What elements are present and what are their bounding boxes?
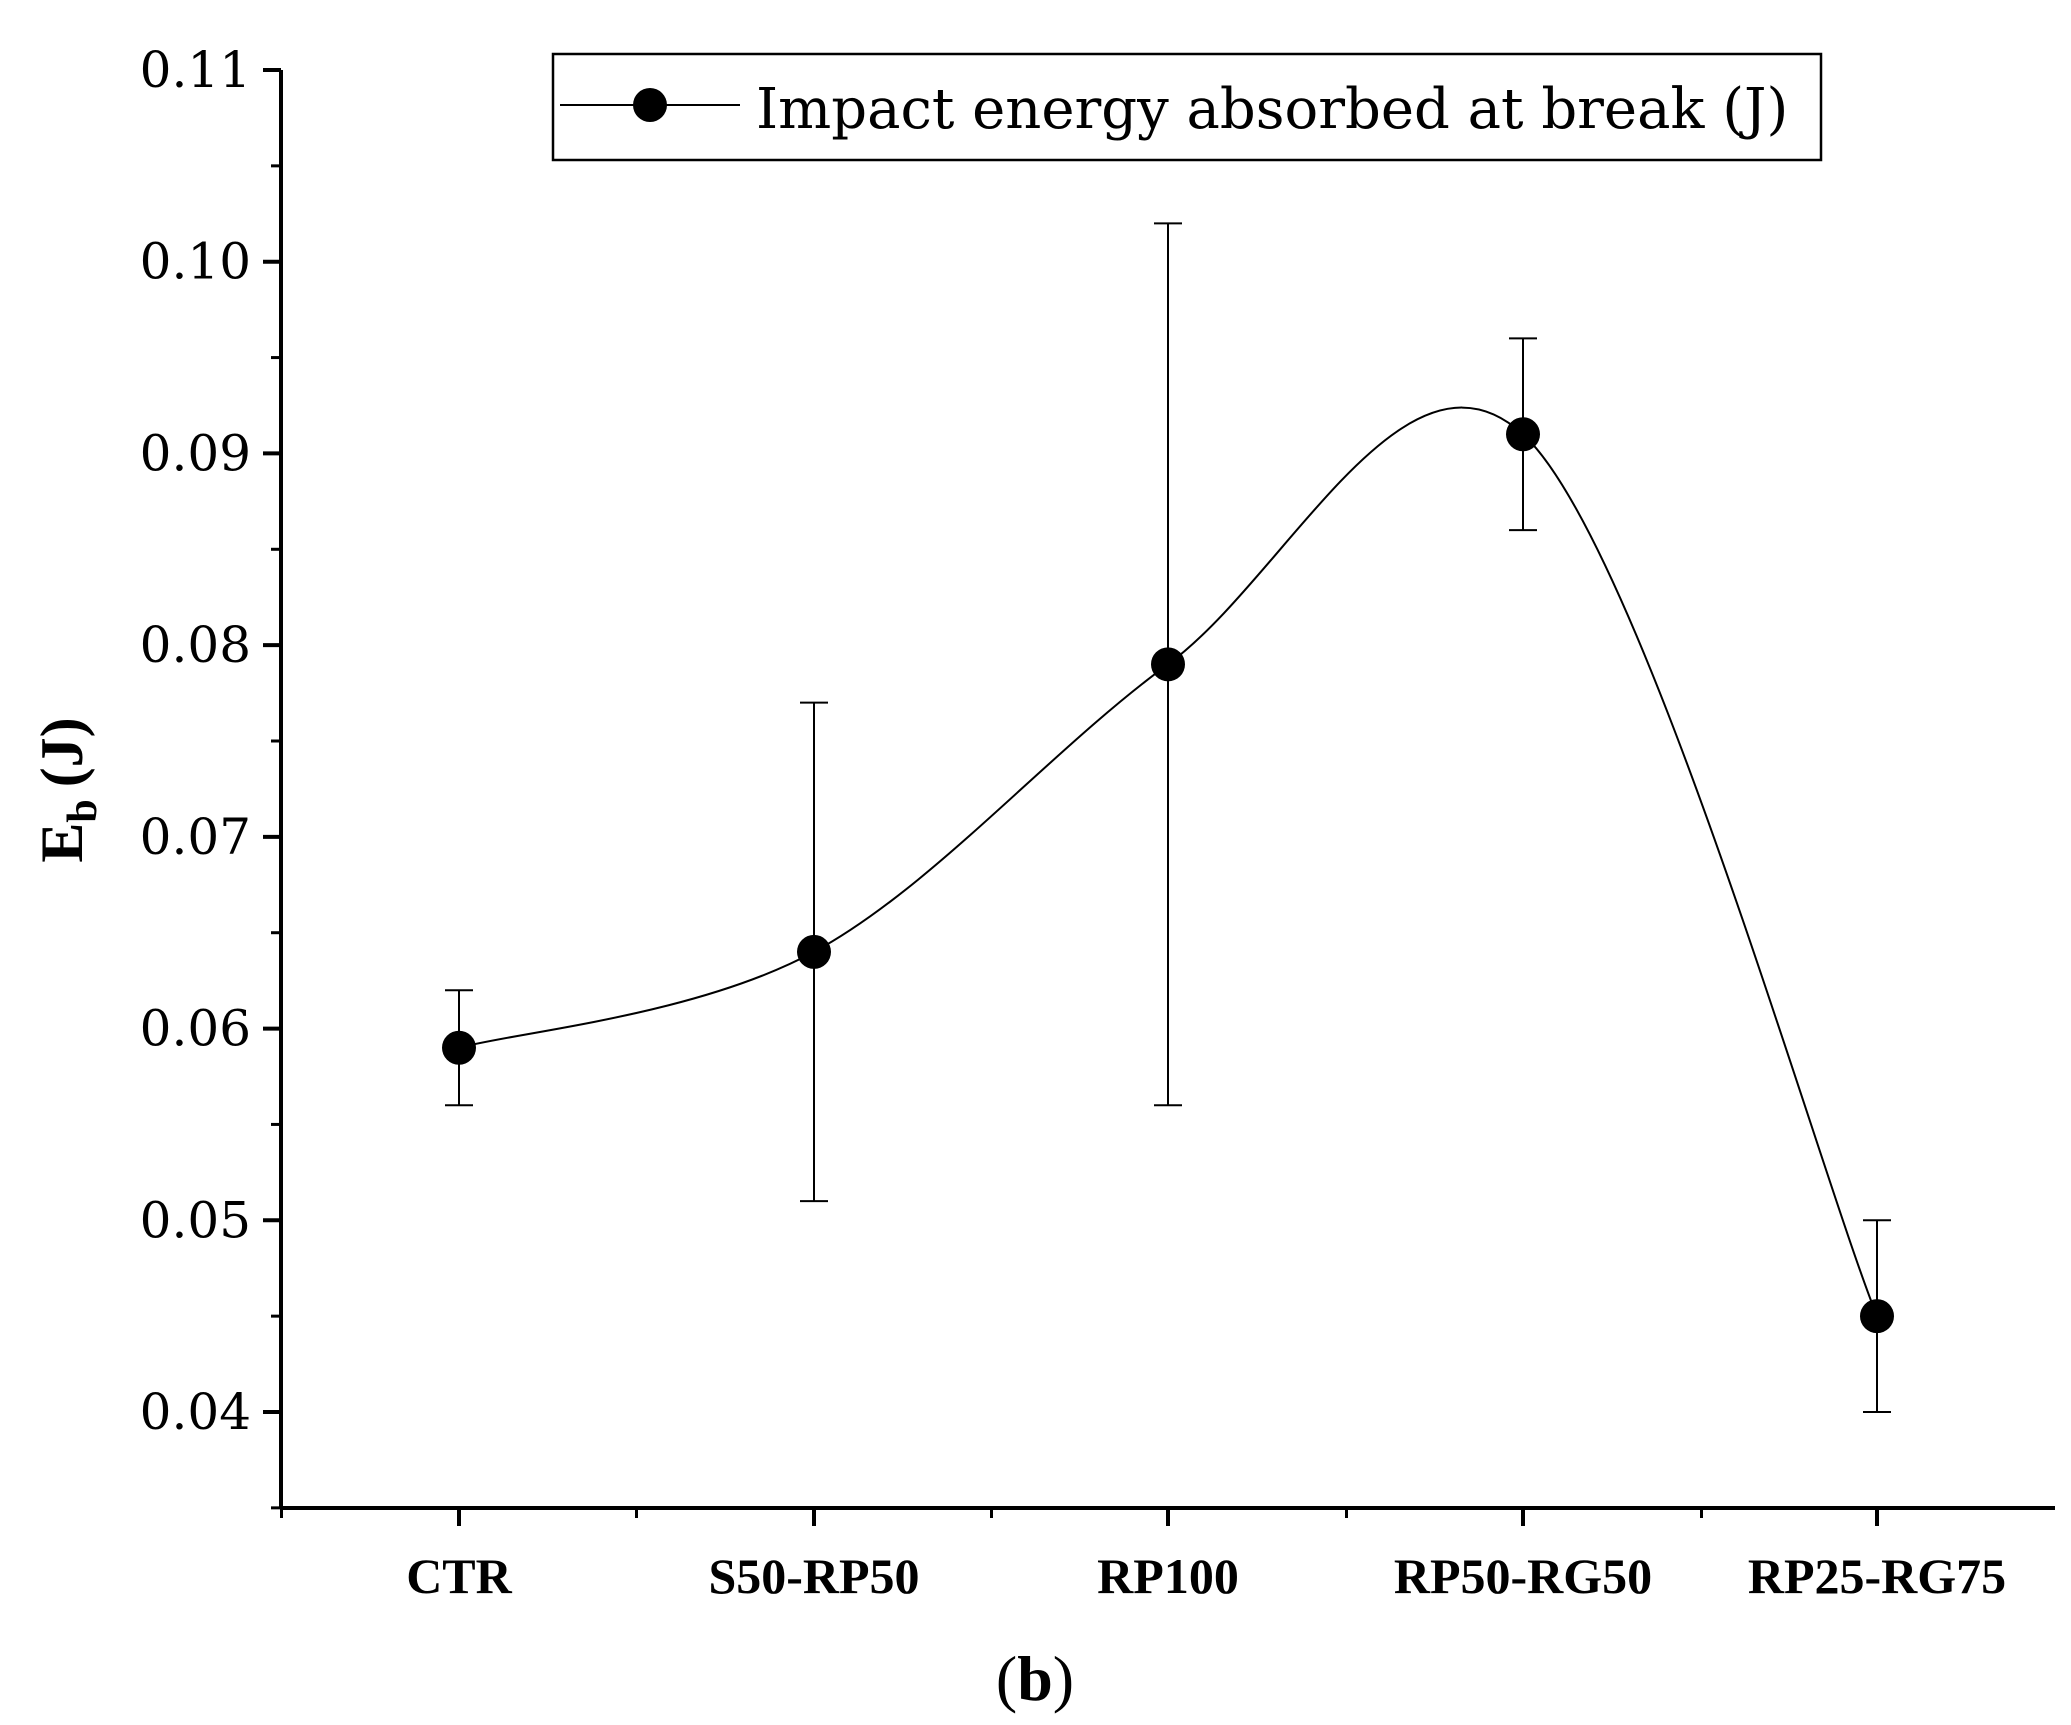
error-bars [445,222,1891,1413]
y-tick-label: 0.11 [140,41,251,99]
panel-label-close: ) [1053,1643,1074,1714]
y-tick-labels: 0.04 0.05 0.06 0.07 0.08 0.09 0.10 0.11 [140,41,251,1441]
legend-entry-label: Impact energy absorbed at break (J) [756,77,1788,142]
data-point [1151,647,1185,682]
legend-box [551,52,1823,162]
panel-label: (b) [996,1643,1074,1714]
y-tick-label: 0.05 [140,1191,251,1249]
y-axis-label: Eb (J) [29,717,106,862]
y-tick-label: 0.06 [140,1000,251,1058]
y-tick-label: 0.10 [140,233,251,291]
y-tick-label: 0.07 [140,808,251,866]
y-axis-label-main: E [29,823,95,863]
y-axis-label-subscript: b [60,799,106,822]
data-markers [442,417,1894,1334]
data-point [1506,417,1540,452]
x-tick-label: RP25-RG75 [1748,1548,2006,1604]
y-axis-label-unit: (J) [29,717,95,787]
panel-label-letter: b [1017,1643,1053,1714]
y-tick-label: 0.04 [140,1383,251,1441]
x-tick-labels: CTR S50-RP50 RP100 RP50-RG50 RP25-RG75 [406,1548,2006,1604]
legend: Impact energy absorbed at break (J) [551,52,1823,162]
x-tick-label: RP100 [1097,1548,1239,1604]
x-tick-label: CTR [406,1548,512,1604]
axis-ticks [263,68,1879,1526]
data-point [442,1030,476,1065]
y-tick-label: 0.09 [140,424,251,482]
data-point [797,934,831,969]
legend-marker-sample [633,88,667,122]
y-tick-label: 0.08 [140,616,251,674]
series-line [458,406,1878,1317]
x-tick-label: RP50-RG50 [1394,1548,1652,1604]
x-tick-label: S50-RP50 [708,1548,919,1604]
panel-label-open: ( [996,1643,1017,1714]
series-curve-layer [458,406,1878,1317]
data-point [1860,1299,1894,1334]
